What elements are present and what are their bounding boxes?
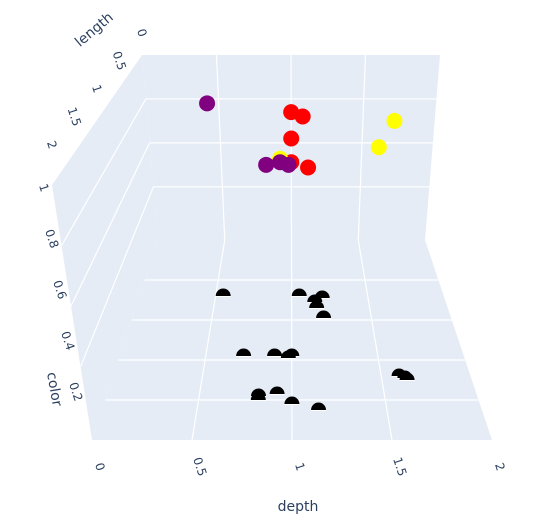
- grid-length-side-2: [79, 186, 154, 367]
- grid-depth-back-0: [215, 54, 226, 241]
- marker-upper-7[interactable]: [258, 156, 275, 173]
- grid-depth-floor-2: [357, 239, 393, 441]
- scene-panes: [52, 55, 492, 440]
- z-tick-1: 0.5: [110, 50, 129, 72]
- y-axis-title: color: [43, 371, 65, 408]
- marker-lower-9[interactable]: [280, 350, 296, 358]
- marker-upper-6[interactable]: [300, 159, 317, 176]
- grid-depth-back-1: [290, 54, 293, 241]
- marker-lower-4[interactable]: [309, 300, 325, 308]
- y-tick-4: 1: [36, 182, 52, 194]
- z-tick-0: 0: [134, 27, 150, 39]
- grid-length-side-1: [70, 142, 151, 307]
- y-tick-3: 0.8: [42, 228, 61, 250]
- tick-labels: 0 0.5 1 1.5 2 0.2 0.4 0.6 0.8 1 0 0.5 1 1.5 2: [36, 27, 508, 478]
- grid-depth-floor-0: [191, 239, 226, 441]
- grid-length-side-0: [60, 98, 147, 246]
- marker-lower-5[interactable]: [316, 310, 332, 319]
- marker-lower-12[interactable]: [399, 372, 415, 381]
- y-tick-0: 0.2: [66, 381, 85, 403]
- marker-lower-0[interactable]: [215, 288, 231, 297]
- marker-lower-16[interactable]: [284, 396, 300, 405]
- marker-upper-9[interactable]: [280, 156, 297, 173]
- marker-lower-1[interactable]: [291, 288, 307, 297]
- grid-depth-back-2: [357, 54, 367, 241]
- x-tick-1: 0.5: [190, 456, 209, 478]
- x-axis-title: depth: [278, 499, 319, 515]
- markers[interactable]: [199, 95, 415, 411]
- x-tick-0: 0: [92, 461, 108, 473]
- x-tick-3: 1.5: [390, 456, 409, 478]
- marker-upper-2[interactable]: [294, 108, 311, 125]
- z-tick-3: 1.5: [65, 106, 84, 128]
- marker-lower-14[interactable]: [269, 386, 285, 394]
- y-tick-2: 0.6: [50, 279, 69, 301]
- marker-upper-0[interactable]: [199, 95, 216, 112]
- y-tick-1: 0.4: [58, 330, 77, 352]
- marker-lower-17[interactable]: [311, 402, 327, 411]
- marker-lower-7[interactable]: [267, 348, 283, 356]
- marker-lower-3[interactable]: [307, 294, 323, 302]
- side-pane: [52, 55, 158, 440]
- marker-lower-6[interactable]: [236, 348, 252, 356]
- x-tick-2: 1: [292, 461, 308, 473]
- marker-lower-15[interactable]: [250, 392, 266, 400]
- marker-upper-11[interactable]: [370, 139, 387, 156]
- z-tick-2: 1: [89, 83, 105, 95]
- z-tick-4: 2: [44, 139, 60, 151]
- z-axis-title: length: [72, 9, 116, 50]
- marker-upper-10[interactable]: [386, 112, 403, 129]
- x-tick-4: 2: [492, 461, 508, 473]
- marker-upper-3[interactable]: [283, 130, 300, 147]
- grid-depth-floor-1: [290, 239, 293, 441]
